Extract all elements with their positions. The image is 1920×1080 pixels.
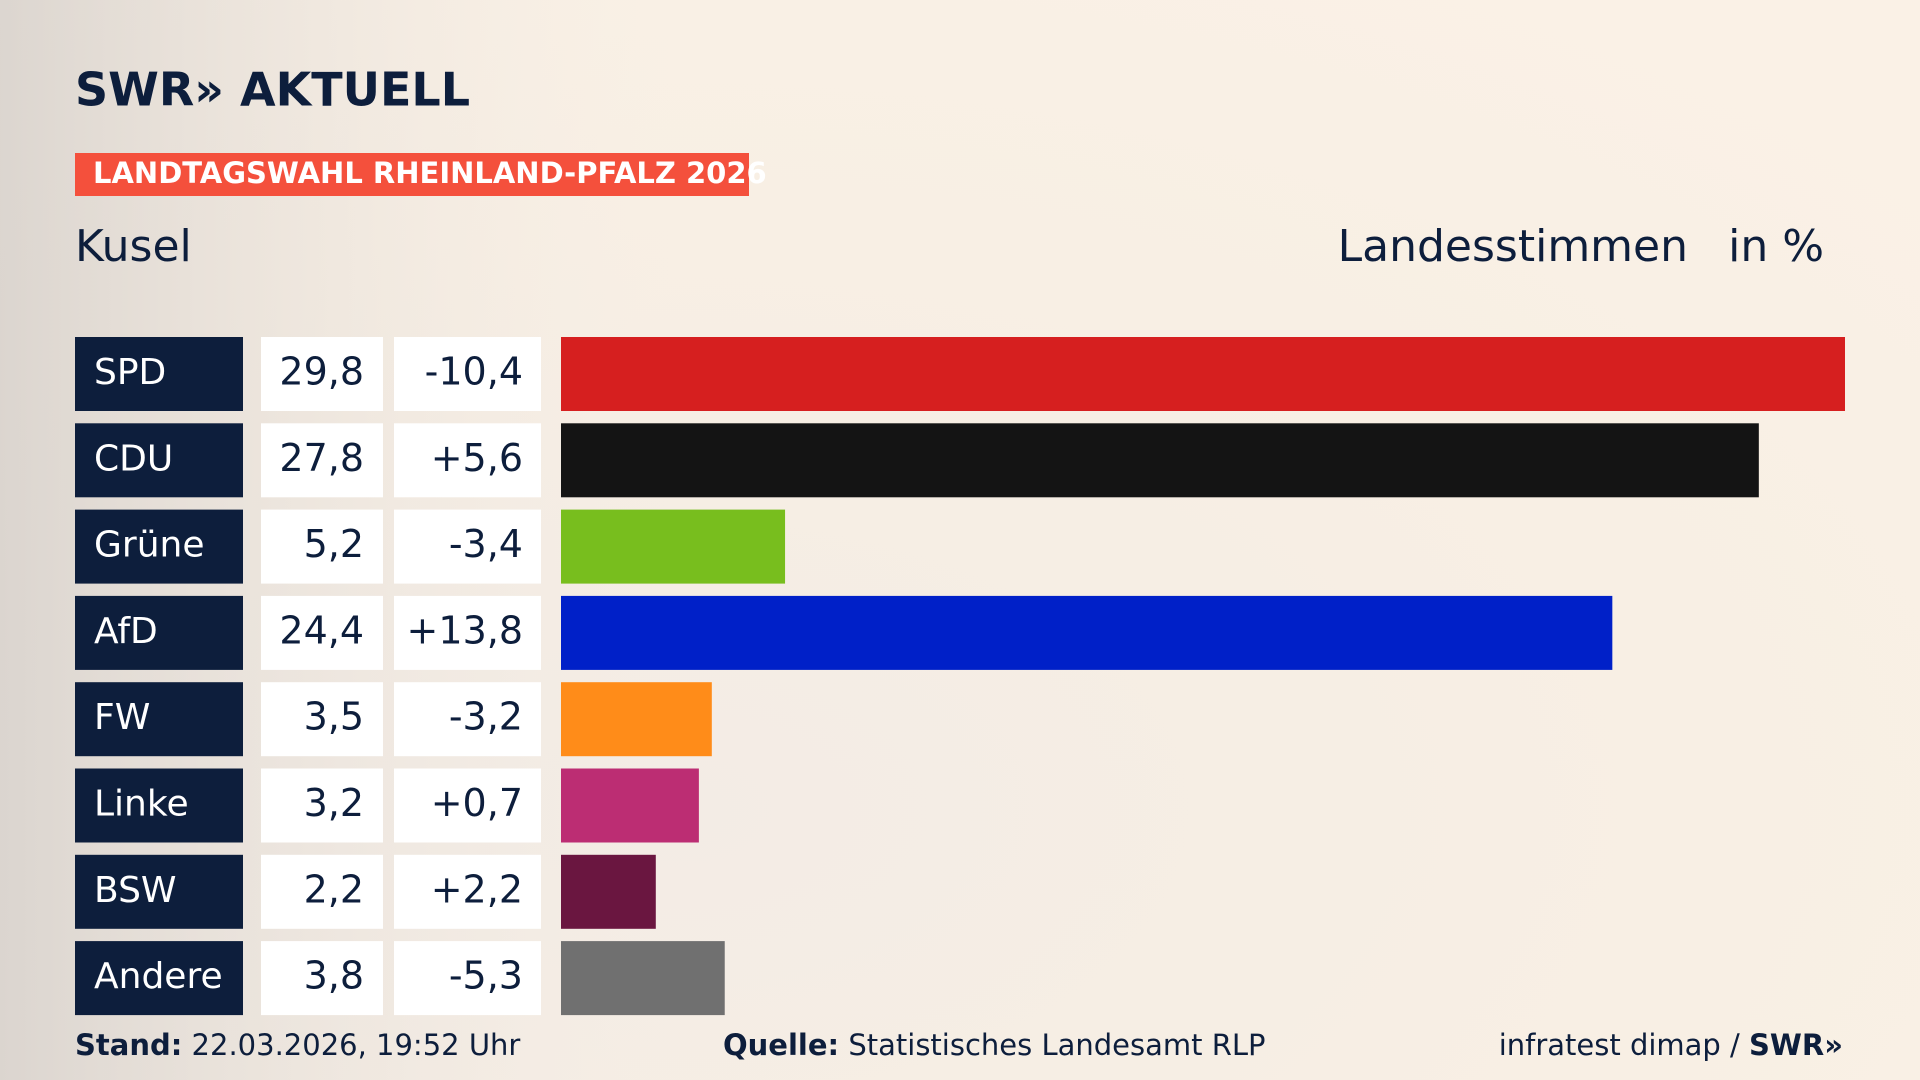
category-label: BSW bbox=[94, 870, 177, 911]
stand-label: Stand: bbox=[75, 1028, 182, 1062]
party-box bbox=[75, 854, 243, 929]
party-box bbox=[75, 941, 243, 1016]
bar bbox=[561, 682, 712, 757]
change-label: +0,7 bbox=[431, 781, 523, 825]
bar bbox=[561, 854, 656, 929]
value-label: 2,2 bbox=[304, 867, 364, 911]
bar bbox=[561, 337, 1845, 411]
bar bbox=[561, 423, 1759, 498]
unit-label: in % bbox=[1728, 221, 1824, 272]
category-label: Linke bbox=[94, 784, 189, 825]
change-label: +13,8 bbox=[407, 608, 523, 652]
source: Statistisches Landesamt RLP bbox=[848, 1028, 1265, 1062]
chart-subtitle: Kusel bbox=[75, 221, 192, 272]
change-box bbox=[394, 595, 541, 670]
change-label: +2,2 bbox=[431, 867, 523, 911]
value-label: 29,8 bbox=[279, 350, 364, 394]
footer-stand: Stand: 22.03.2026, 19:52 Uhr bbox=[75, 1028, 520, 1062]
stand: 22.03.2026, 19:52 Uhr bbox=[192, 1028, 521, 1062]
party-box bbox=[75, 337, 243, 411]
value-box bbox=[261, 941, 383, 1016]
category-label: Andere bbox=[94, 956, 223, 997]
value-axis-label: Landesstimmen bbox=[1338, 221, 1688, 272]
value-box bbox=[261, 768, 383, 843]
party-box bbox=[75, 768, 243, 843]
value-label: 3,8 bbox=[304, 954, 364, 998]
value-label: 24,4 bbox=[279, 608, 364, 652]
change-box bbox=[394, 682, 541, 757]
title-banner bbox=[75, 153, 749, 196]
category-label: CDU bbox=[94, 438, 173, 479]
value-label: 5,2 bbox=[304, 522, 364, 566]
footer-source: Quelle: Statistisches Landesamt RLP bbox=[723, 1028, 1266, 1062]
value-box bbox=[261, 682, 383, 757]
party-box bbox=[75, 682, 243, 757]
party-box bbox=[75, 423, 243, 498]
value-label: 3,2 bbox=[304, 781, 364, 825]
category-label: AfD bbox=[94, 611, 158, 652]
category-label: SPD bbox=[94, 352, 166, 393]
value-box bbox=[261, 595, 383, 670]
change-box bbox=[394, 509, 541, 584]
value-label: 3,5 bbox=[304, 695, 364, 739]
bar bbox=[561, 509, 786, 584]
change-box bbox=[394, 337, 541, 411]
credit: infratest dimap / bbox=[1499, 1028, 1749, 1062]
change-box bbox=[394, 768, 541, 843]
change-label: -3,4 bbox=[449, 522, 523, 566]
category-label: FW bbox=[94, 697, 150, 738]
value-box bbox=[261, 509, 383, 584]
change-box bbox=[394, 854, 541, 929]
value-box bbox=[261, 423, 383, 498]
chart-title: LANDTAGSWAHL RHEINLAND-PFALZ 2026 bbox=[93, 156, 767, 190]
change-label: -10,4 bbox=[425, 350, 523, 394]
change-label: -3,2 bbox=[449, 695, 523, 739]
change-box bbox=[394, 423, 541, 498]
value-label: 27,8 bbox=[279, 436, 364, 480]
source-label: Quelle: bbox=[723, 1028, 839, 1062]
change-label: -5,3 bbox=[449, 954, 523, 998]
bar bbox=[561, 768, 699, 843]
bar bbox=[561, 595, 1613, 670]
category-label: Grüne bbox=[94, 525, 204, 566]
footer-credit: infratest dimap / SWR» bbox=[1499, 1028, 1843, 1062]
party-box bbox=[75, 509, 243, 584]
party-box bbox=[75, 595, 243, 670]
credit-brand: SWR» bbox=[1749, 1028, 1843, 1062]
change-box bbox=[394, 941, 541, 1016]
brand-logo: SWR» AKTUELL bbox=[75, 63, 470, 117]
value-box bbox=[261, 337, 383, 411]
value-box bbox=[261, 854, 383, 929]
bar bbox=[561, 941, 725, 1016]
change-label: +5,6 bbox=[431, 436, 523, 480]
